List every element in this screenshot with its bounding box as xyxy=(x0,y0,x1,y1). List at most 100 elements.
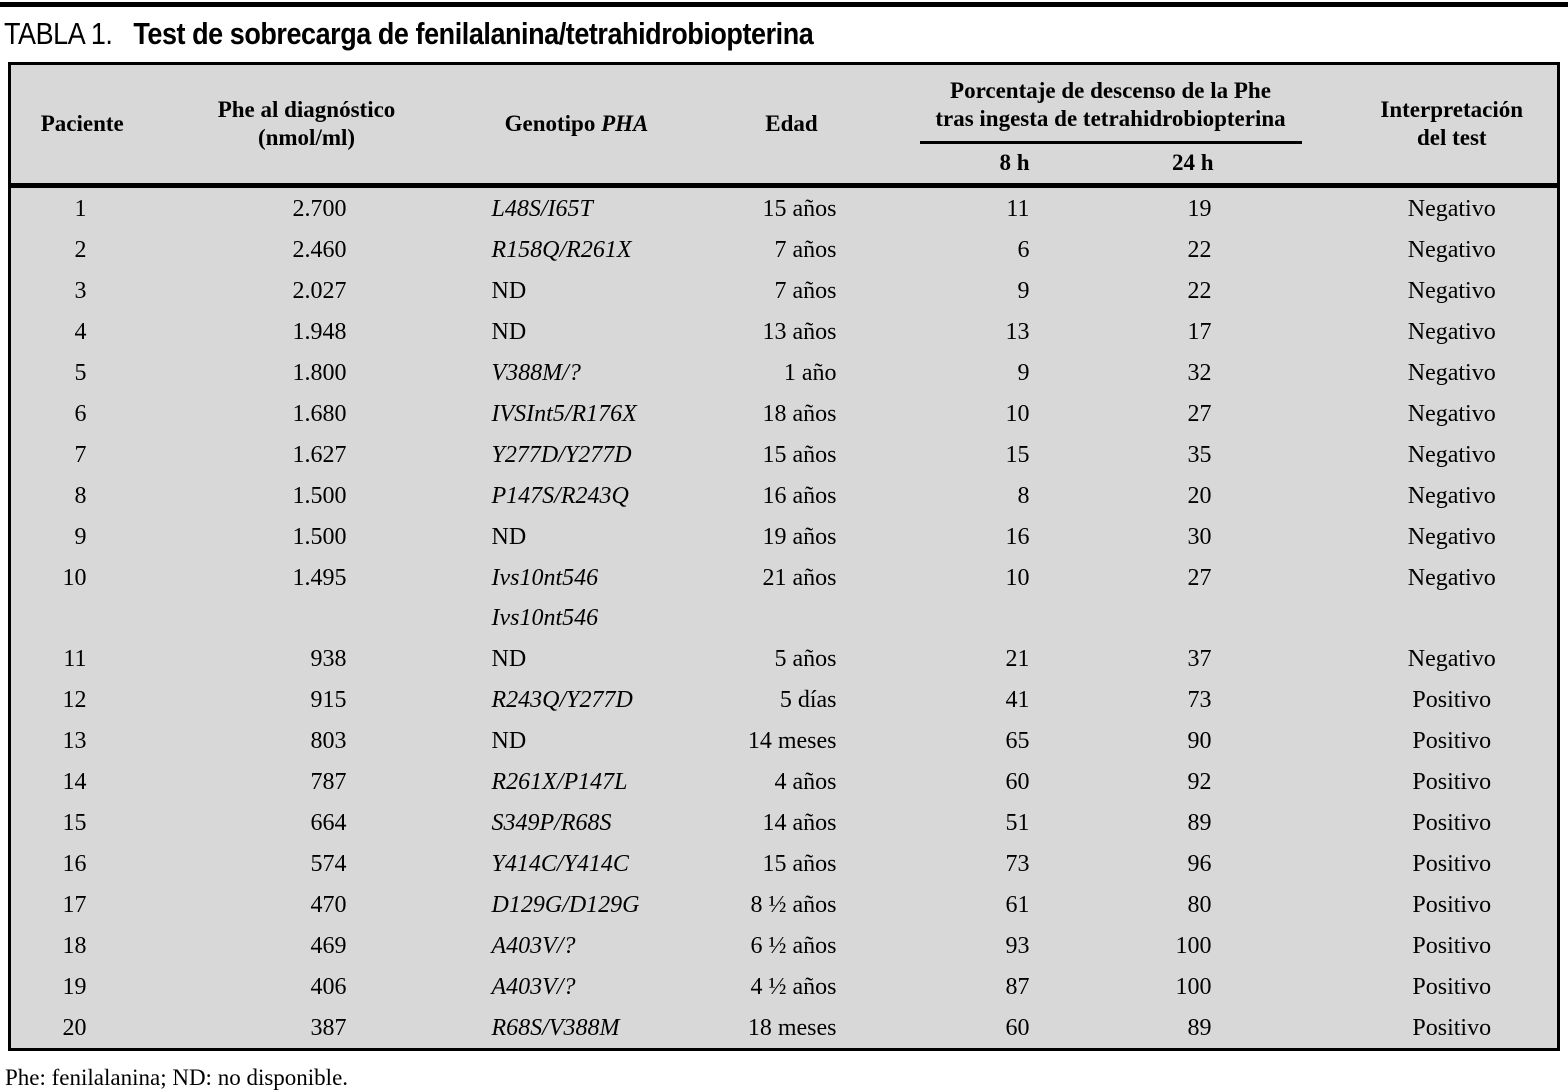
cell-h8: 10 xyxy=(1005,565,1030,591)
cell-genotipo: ND xyxy=(442,720,742,761)
cell-edad: 16 años xyxy=(762,483,837,509)
cell-h24: 19 xyxy=(1187,196,1212,222)
cell-genotipo: P147S/R243Q xyxy=(442,475,742,516)
cell-interpretacion: Positivo xyxy=(1412,687,1492,713)
cell-paciente: 11 xyxy=(63,646,87,672)
cell-genotipo: D129G/D129G xyxy=(442,884,742,925)
cell-h8: 60 xyxy=(1005,769,1030,795)
cell-phe: 1.500 xyxy=(292,483,347,509)
cell-phe: 938 xyxy=(310,646,347,672)
genotipo-line: ND xyxy=(491,728,527,754)
cell-paciente: 3 xyxy=(74,278,87,304)
cell-interpretacion: Positivo xyxy=(1412,851,1492,877)
cell-interpretacion: Negativo xyxy=(1407,278,1496,304)
genotipo-line: Y277D/Y277D xyxy=(491,442,632,468)
top-rule xyxy=(0,2,1568,7)
cell-phe: 1.800 xyxy=(292,360,347,386)
table-row: 13 803 ND 14 meses 65 90 Positivo xyxy=(10,720,1559,761)
cell-interpretacion: Negativo xyxy=(1407,319,1496,345)
cell-genotipo: Y277D/Y277D xyxy=(442,434,742,475)
cell-genotipo: V388M/? xyxy=(442,352,742,393)
cell-edad: 15 años xyxy=(762,196,837,222)
cell-phe: 1.500 xyxy=(292,524,347,550)
cell-h8: 13 xyxy=(1005,319,1030,345)
cell-genotipo: S349P/R68S xyxy=(442,802,742,843)
cell-phe: 1.948 xyxy=(292,319,347,345)
cell-h8: 21 xyxy=(1005,646,1030,672)
descenso-group-label: Porcentaje de descenso de la Phe tras in… xyxy=(919,77,1302,144)
cell-h24: 92 xyxy=(1187,769,1212,795)
genotipo-line: ND xyxy=(491,278,527,304)
cell-h24: 90 xyxy=(1187,728,1212,754)
cell-phe: 915 xyxy=(310,687,347,713)
cell-h24: 32 xyxy=(1187,360,1212,386)
col-header-phe: Phe al diagnóstico (nmol/ml) xyxy=(172,64,442,186)
col-header-interpretacion: Interpretación del test xyxy=(1312,64,1559,186)
descenso-group-line2: tras ingesta de tetrahidrobiopterina xyxy=(935,105,1286,131)
cell-h24: 73 xyxy=(1187,687,1212,713)
cell-h24: 96 xyxy=(1187,851,1212,877)
cell-paciente: 15 xyxy=(62,810,87,836)
cell-paciente: 7 xyxy=(74,442,87,468)
cell-h24: 89 xyxy=(1187,1015,1212,1041)
cell-paciente: 4 xyxy=(74,319,87,345)
descenso-group-line1: Porcentaje de descenso de la Phe xyxy=(950,77,1271,103)
col-header-phe-line1: Phe al diagnóstico xyxy=(217,97,396,122)
cell-interpretacion: Positivo xyxy=(1412,892,1492,918)
cell-paciente: 17 xyxy=(62,892,87,918)
cell-interpretacion: Positivo xyxy=(1412,933,1492,959)
table-body: 1 2.700 L48S/I65T 15 años 11 19 Negativo 2 2.460… xyxy=(10,186,1559,1050)
genotipo-line: R261X/P147L xyxy=(491,769,628,795)
col-header-edad: Edad xyxy=(765,111,818,136)
table-row: 12 915 R243Q/Y277D 5 días 41 73 Positivo xyxy=(10,679,1559,720)
cell-phe: 2.027 xyxy=(292,278,347,304)
cell-h24: 17 xyxy=(1187,319,1212,345)
table-row: 9 1.500 ND 19 años 16 30 Negativo xyxy=(10,516,1559,557)
cell-paciente: 2 xyxy=(74,237,87,263)
cell-interpretacion: Positivo xyxy=(1412,810,1492,836)
cell-edad: 14 meses xyxy=(747,728,837,754)
cell-interpretacion: Negativo xyxy=(1407,401,1496,427)
genotipo-line: R243Q/Y277D xyxy=(491,687,633,713)
col-header-phe-line2: (nmol/ml) xyxy=(257,125,356,150)
genotipo-line: R68S/V388M xyxy=(491,1015,620,1041)
cell-h8: 9 xyxy=(1017,278,1030,304)
table-row: 4 1.948 ND 13 años 13 17 Negativo xyxy=(10,311,1559,352)
table-header: Paciente Phe al diagnóstico (nmol/ml) Ge… xyxy=(9,64,1559,186)
cell-h8: 11 xyxy=(1006,196,1030,222)
genotipo-line: R158Q/R261X xyxy=(491,237,632,263)
cell-genotipo: ND xyxy=(442,516,742,557)
table-row: 15 664 S349P/R68S 14 años 51 89 Positivo xyxy=(10,802,1559,843)
cell-interpretacion: Negativo xyxy=(1407,196,1496,222)
cell-edad: 5 años xyxy=(774,646,837,672)
cell-interpretacion: Negativo xyxy=(1407,483,1496,509)
cell-h8: 51 xyxy=(1005,810,1030,836)
cell-phe: 2.460 xyxy=(292,237,347,263)
cell-genotipo: A403V/? xyxy=(442,925,742,966)
cell-phe: 1.495 xyxy=(292,565,347,591)
genotipo-line: ND xyxy=(491,646,527,672)
cell-paciente: 6 xyxy=(74,401,87,427)
data-table: Paciente Phe al diagnóstico (nmol/ml) Ge… xyxy=(8,62,1560,1051)
genotipo-line: L48S/I65T xyxy=(491,196,593,222)
cell-h24: 20 xyxy=(1187,483,1212,509)
cell-h8: 65 xyxy=(1005,728,1030,754)
cell-interpretacion: Negativo xyxy=(1407,565,1496,591)
cell-interpretacion: Negativo xyxy=(1407,646,1496,672)
cell-h24: 100 xyxy=(1175,933,1212,959)
col-header-genotipo: Genotipo PHA xyxy=(442,64,742,186)
cell-interpretacion: Negativo xyxy=(1407,360,1496,386)
table-number-label: TABLA 1. xyxy=(4,16,113,51)
table-row: 11 938 ND 5 años 21 37 Negativo xyxy=(10,638,1559,679)
cell-edad: 19 años xyxy=(762,524,837,550)
table-row: 7 1.627 Y277D/Y277D 15 años 15 35 Negativo xyxy=(10,434,1559,475)
genotipo-line: ND xyxy=(491,524,527,550)
genotipo-line: P147S/R243Q xyxy=(491,483,629,509)
cell-interpretacion: Positivo xyxy=(1412,728,1492,754)
cell-h8: 87 xyxy=(1005,974,1030,1000)
table-row: 20 387 R68S/V388M 18 meses 60 89 Positivo xyxy=(10,1007,1559,1050)
cell-interpretacion: Positivo xyxy=(1412,1015,1492,1041)
cell-edad: 18 años xyxy=(762,401,837,427)
cell-h8: 8 xyxy=(1017,483,1030,509)
cell-edad: 15 años xyxy=(762,442,837,468)
